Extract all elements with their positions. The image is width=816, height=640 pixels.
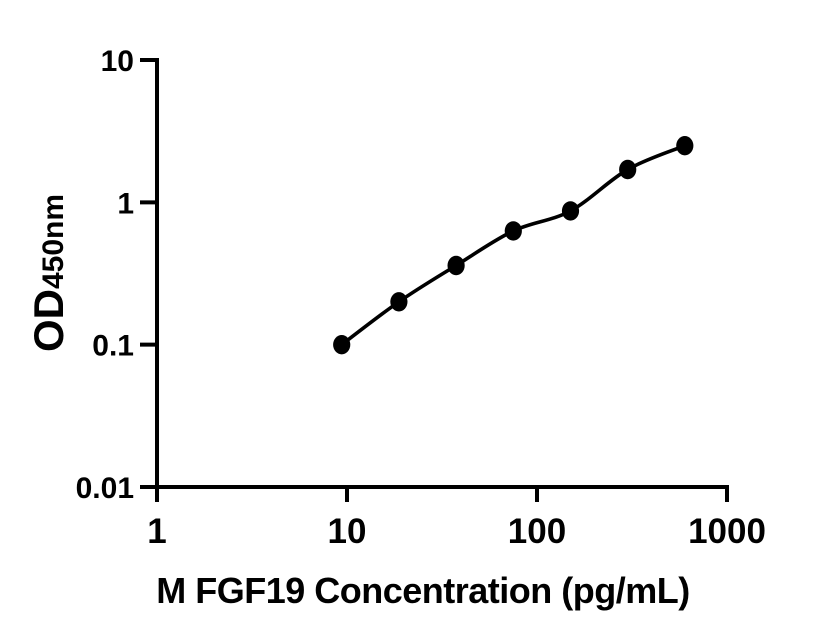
- y-axis-title-subscript: 450nm: [37, 194, 70, 289]
- data-point-marker: [333, 335, 351, 355]
- y-ticks: [140, 58, 157, 489]
- x-tick-labels: 1 10 100 1000: [147, 512, 766, 551]
- x-ticks: [155, 487, 729, 502]
- y-axis-title: OD450nm: [25, 194, 72, 352]
- data-point-marker: [390, 292, 408, 312]
- x-tick-label: 1000: [688, 512, 766, 551]
- data-point-marker: [676, 136, 694, 156]
- x-axis-title: M FGF19 Concentration (pg/mL): [156, 570, 689, 611]
- data-point-marker: [504, 221, 522, 241]
- y-axis-title-main: OD: [25, 289, 72, 352]
- y-tick-label: 1: [117, 187, 134, 220]
- data-point-marker: [447, 255, 465, 276]
- data-point-marker: [561, 201, 580, 221]
- x-tick-label: 100: [508, 512, 566, 551]
- y-tick-label: 0.1: [92, 330, 134, 363]
- y-tick-label: 10: [101, 45, 134, 78]
- x-tick-label: 1: [147, 512, 166, 551]
- y-tick-label: 0.01: [76, 472, 134, 505]
- x-tick-label: 10: [328, 512, 367, 551]
- axes: [155, 58, 729, 489]
- y-tick-labels: 10 1 0.1 0.01: [76, 45, 134, 505]
- data-point-marker: [619, 159, 637, 180]
- data-points: [333, 136, 694, 355]
